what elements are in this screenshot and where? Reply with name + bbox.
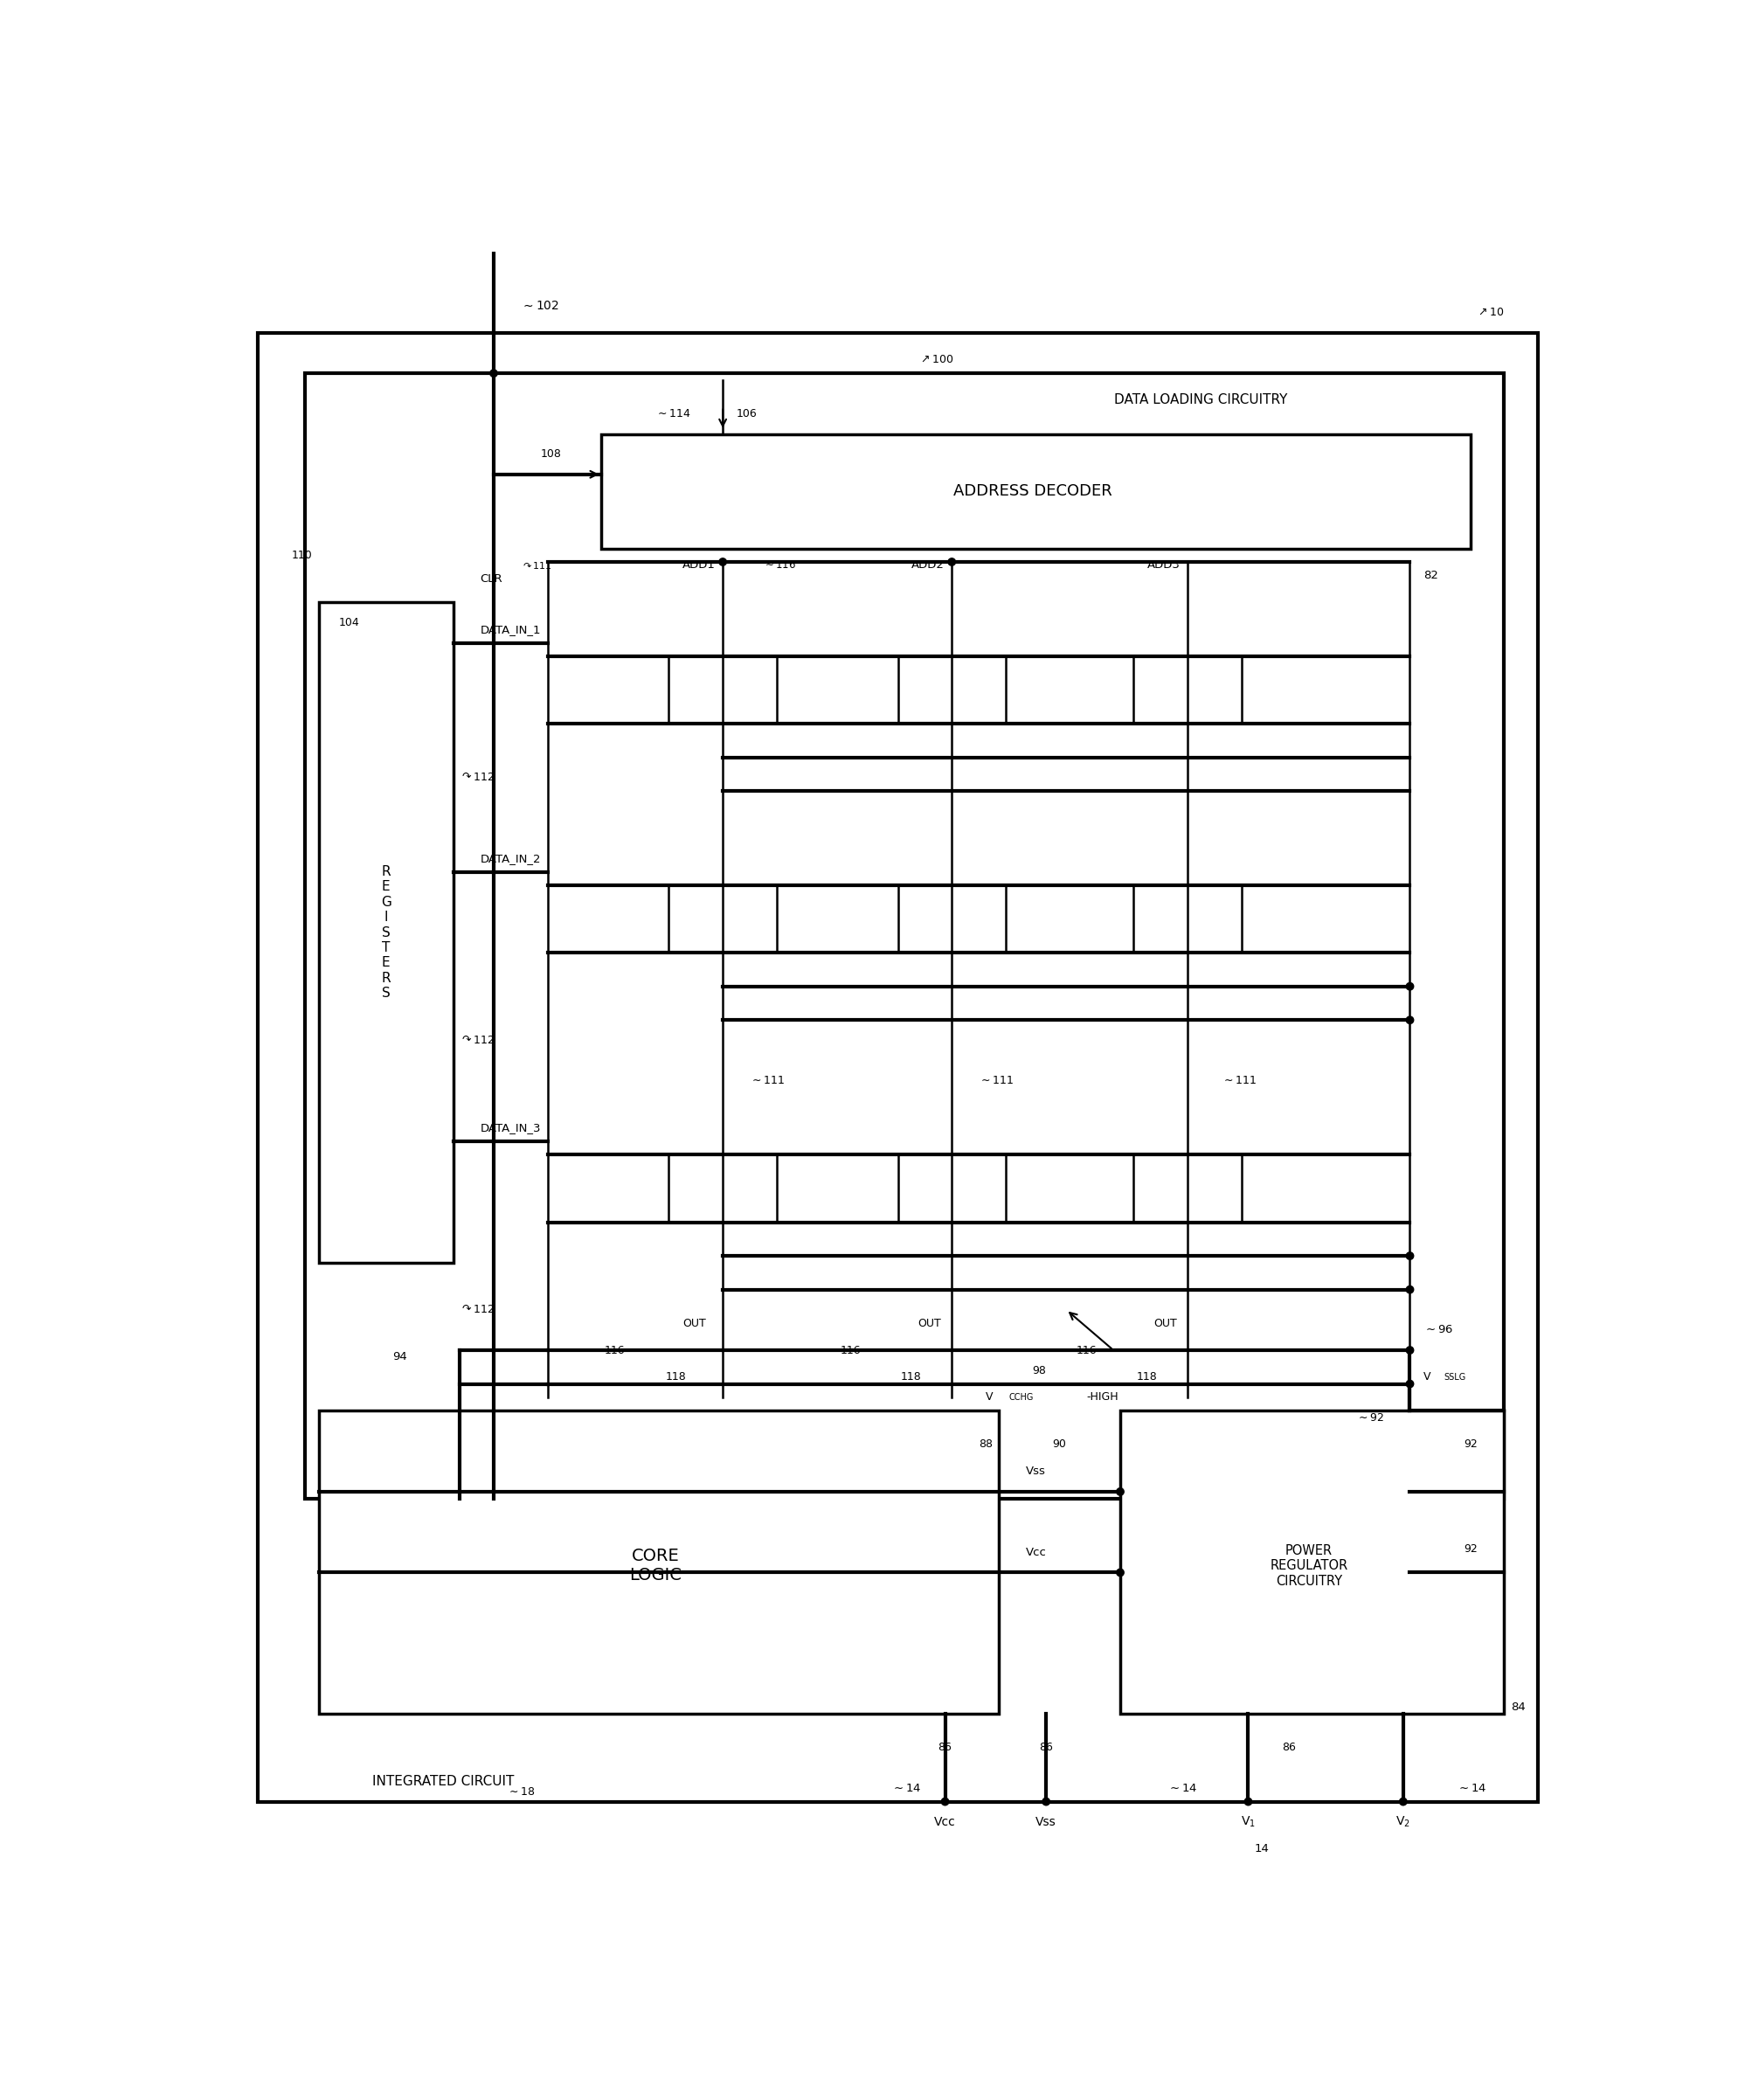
Text: ADDRESS DECODER: ADDRESS DECODER — [953, 483, 1113, 500]
Bar — [897, 655, 1006, 724]
Circle shape — [941, 1798, 950, 1806]
Circle shape — [718, 559, 727, 565]
Text: R
E
G
I
S
T
E
R
S: R E G I S T E R S — [380, 865, 391, 1000]
Text: 86: 86 — [937, 1743, 951, 1754]
Text: OUT: OUT — [1155, 1317, 1177, 1329]
Text: Vcc: Vcc — [1027, 1548, 1046, 1558]
Bar — [669, 886, 776, 953]
Circle shape — [1116, 1489, 1125, 1495]
Text: $\nearrow$100: $\nearrow$100 — [918, 355, 953, 365]
Text: V$_1$: V$_1$ — [1240, 1814, 1256, 1829]
Text: 116: 116 — [841, 1344, 860, 1357]
Text: SSLG: SSLG — [1444, 1373, 1466, 1382]
Text: 118: 118 — [1137, 1371, 1158, 1382]
Text: V: V — [985, 1392, 993, 1403]
Text: -HIGH: -HIGH — [1086, 1392, 1118, 1403]
Bar — [1134, 886, 1242, 953]
Circle shape — [1407, 983, 1414, 989]
Text: Vss: Vss — [1027, 1466, 1046, 1476]
Text: ADD1: ADD1 — [682, 559, 715, 571]
Text: CORE
LOGIC: CORE LOGIC — [629, 1548, 682, 1583]
Text: V$_2$: V$_2$ — [1396, 1814, 1410, 1829]
Text: Vcc: Vcc — [934, 1816, 957, 1827]
Bar — [319, 1411, 999, 1714]
Text: $\curvearrowright$111: $\curvearrowright$111 — [520, 561, 552, 571]
Bar — [601, 435, 1470, 548]
Circle shape — [491, 370, 498, 378]
Text: INTEGRATED CIRCUIT: INTEGRATED CIRCUIT — [373, 1774, 515, 1787]
Circle shape — [1400, 1798, 1407, 1806]
Text: $\sim$14: $\sim$14 — [1458, 1783, 1487, 1793]
Text: 116: 116 — [604, 1344, 625, 1357]
Text: $\curvearrowright$112: $\curvearrowright$112 — [461, 1304, 494, 1315]
Text: 104: 104 — [338, 617, 359, 628]
Text: POWER
REGULATOR
CIRCUITRY: POWER REGULATOR CIRCUITRY — [1270, 1544, 1347, 1588]
Text: $\curvearrowright$112: $\curvearrowright$112 — [461, 773, 494, 783]
Text: $\sim$114: $\sim$114 — [655, 407, 690, 420]
Bar — [669, 1155, 776, 1222]
Text: $\sim$111: $\sim$111 — [750, 1075, 785, 1086]
Text: 92: 92 — [1463, 1438, 1477, 1451]
Bar — [897, 886, 1006, 953]
Text: 110: 110 — [291, 550, 312, 561]
Text: CLR: CLR — [480, 573, 503, 584]
Text: $\sim$116: $\sim$116 — [764, 559, 797, 571]
Text: $\sim$18: $\sim$18 — [506, 1785, 536, 1798]
Text: $\curvearrowright$112: $\curvearrowright$112 — [461, 1035, 494, 1046]
Text: DATA_IN_1: DATA_IN_1 — [480, 624, 541, 634]
Text: $\sim$14: $\sim$14 — [892, 1783, 922, 1793]
Circle shape — [1407, 1016, 1414, 1025]
Bar — [1134, 1155, 1242, 1222]
Text: 92: 92 — [1463, 1544, 1477, 1554]
Text: $\sim$96: $\sim$96 — [1423, 1325, 1452, 1336]
Text: 88: 88 — [978, 1438, 992, 1451]
Text: 118: 118 — [901, 1371, 922, 1382]
Circle shape — [1244, 1798, 1253, 1806]
Bar — [669, 655, 776, 724]
Bar — [1134, 655, 1242, 724]
Bar — [305, 374, 1505, 1499]
Text: $\sim$102: $\sim$102 — [520, 300, 559, 313]
Circle shape — [948, 559, 955, 565]
Circle shape — [1407, 1252, 1414, 1260]
Text: Vss: Vss — [1035, 1816, 1056, 1827]
Text: DATA_IN_3: DATA_IN_3 — [480, 1121, 541, 1134]
Text: DATA LOADING CIRCUITRY: DATA LOADING CIRCUITRY — [1114, 393, 1288, 407]
Bar — [1120, 1411, 1505, 1714]
Circle shape — [1116, 1569, 1125, 1577]
Text: 118: 118 — [666, 1371, 687, 1382]
Text: $\sim$111: $\sim$111 — [979, 1075, 1014, 1086]
Text: V: V — [1423, 1371, 1431, 1382]
Text: 90: 90 — [1053, 1438, 1067, 1451]
Text: $\nearrow$10: $\nearrow$10 — [1475, 307, 1505, 319]
Text: 106: 106 — [736, 407, 757, 420]
Circle shape — [1042, 1798, 1049, 1806]
Text: 86: 86 — [1282, 1743, 1295, 1754]
Bar — [319, 603, 454, 1262]
Text: DATA_IN_2: DATA_IN_2 — [480, 853, 541, 863]
Text: 82: 82 — [1423, 569, 1438, 582]
Text: 84: 84 — [1510, 1701, 1526, 1714]
Circle shape — [1407, 1346, 1414, 1355]
Circle shape — [1407, 1380, 1414, 1388]
Text: 86: 86 — [1039, 1743, 1053, 1754]
Text: 108: 108 — [541, 449, 562, 460]
Text: OUT: OUT — [918, 1317, 941, 1329]
Text: OUT: OUT — [682, 1317, 706, 1329]
Text: 116: 116 — [1076, 1344, 1097, 1357]
Text: $\sim$92: $\sim$92 — [1356, 1411, 1384, 1424]
Text: $\sim$111: $\sim$111 — [1221, 1075, 1256, 1086]
Text: $\sim$14: $\sim$14 — [1167, 1783, 1197, 1793]
Text: 98: 98 — [1032, 1365, 1046, 1376]
Text: ADD3: ADD3 — [1148, 559, 1181, 571]
Text: 14: 14 — [1254, 1844, 1268, 1854]
Text: 94: 94 — [392, 1350, 406, 1363]
Text: CCHG: CCHG — [1009, 1392, 1034, 1401]
Text: ADD2: ADD2 — [911, 559, 944, 571]
Bar — [897, 1155, 1006, 1222]
Circle shape — [1407, 1285, 1414, 1294]
